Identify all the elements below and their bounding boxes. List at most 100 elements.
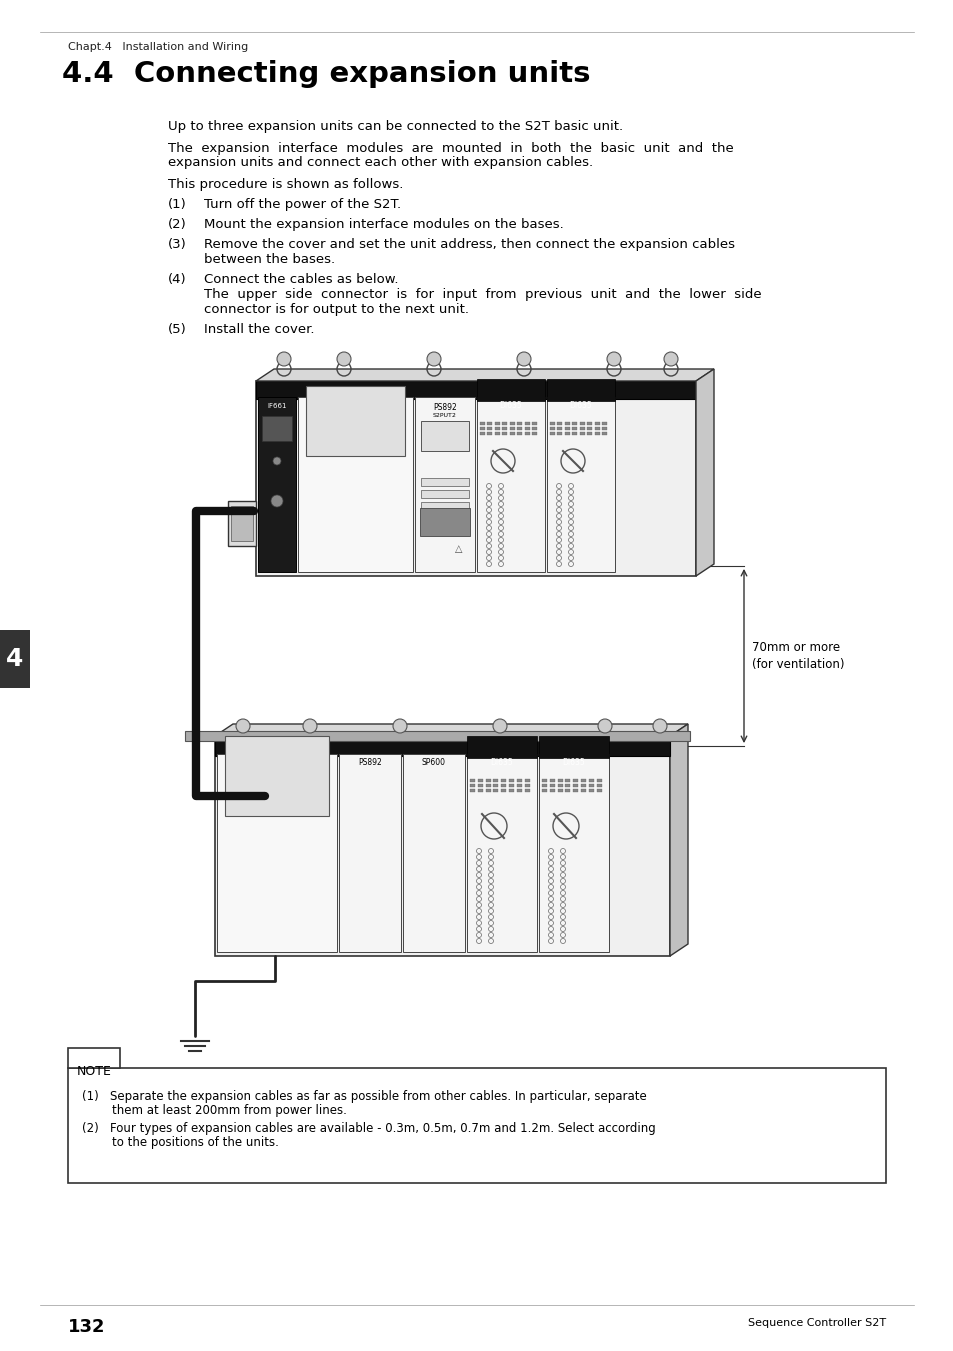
Polygon shape	[696, 369, 713, 576]
Bar	[470, 784, 475, 788]
Circle shape	[393, 719, 407, 734]
Bar	[510, 422, 515, 426]
Bar	[420, 503, 469, 509]
Bar	[231, 507, 253, 540]
Bar	[596, 784, 601, 788]
Circle shape	[427, 353, 440, 366]
Bar	[565, 789, 570, 792]
Bar	[587, 432, 592, 435]
Bar	[509, 780, 514, 782]
Circle shape	[276, 353, 291, 366]
Circle shape	[598, 719, 612, 734]
Text: (1)   Separate the expansion cables as far as possible from other cables. In par: (1) Separate the expansion cables as far…	[82, 1090, 646, 1102]
Text: The  expansion  interface  modules  are  mounted  in  both  the  basic  unit  an: The expansion interface modules are moun…	[168, 142, 733, 155]
Bar	[485, 780, 490, 782]
Bar	[487, 432, 492, 435]
Bar	[415, 397, 475, 571]
Circle shape	[273, 457, 281, 465]
Bar	[485, 789, 490, 792]
Bar	[338, 754, 400, 952]
Circle shape	[303, 719, 316, 734]
Text: Connect the cables as below.: Connect the cables as below.	[204, 273, 398, 286]
Bar	[580, 789, 585, 792]
Bar	[479, 427, 484, 430]
Bar	[306, 386, 405, 457]
Text: (5): (5)	[168, 323, 187, 336]
Bar	[68, 1048, 120, 1069]
Bar	[214, 736, 669, 957]
Bar	[493, 789, 497, 792]
Circle shape	[235, 719, 250, 734]
Text: Turn off the power of the S2T.: Turn off the power of the S2T.	[204, 199, 400, 211]
Circle shape	[449, 427, 456, 435]
Bar	[538, 736, 608, 758]
Bar	[550, 422, 555, 426]
Bar	[564, 432, 569, 435]
Bar	[557, 432, 562, 435]
Text: SP600: SP600	[421, 758, 446, 767]
Text: 70mm or more
(for ventilation): 70mm or more (for ventilation)	[751, 640, 843, 671]
Bar	[214, 736, 669, 757]
Bar	[564, 422, 569, 426]
Bar	[495, 427, 499, 430]
Bar	[550, 427, 555, 430]
Text: (1): (1)	[168, 199, 187, 211]
Bar	[517, 784, 521, 788]
Bar	[479, 432, 484, 435]
Bar	[524, 422, 530, 426]
Text: △: △	[455, 544, 462, 554]
Text: S2PUT2: S2PUT2	[433, 413, 456, 417]
Bar	[476, 397, 544, 571]
Text: DI635: DI635	[562, 758, 585, 767]
Text: Chapt.4   Installation and Wiring: Chapt.4 Installation and Wiring	[68, 42, 248, 51]
Bar	[517, 432, 522, 435]
Bar	[557, 789, 562, 792]
Bar	[602, 427, 607, 430]
Bar	[550, 432, 555, 435]
Bar	[297, 397, 413, 571]
Bar	[565, 780, 570, 782]
Bar	[532, 427, 537, 430]
Bar	[262, 416, 292, 440]
Bar	[565, 784, 570, 788]
Bar	[477, 780, 482, 782]
Bar	[579, 432, 584, 435]
Text: IF661: IF661	[267, 403, 287, 409]
Bar	[524, 784, 529, 788]
Circle shape	[517, 353, 531, 366]
Bar	[255, 381, 696, 399]
Text: This procedure is shown as follows.: This procedure is shown as follows.	[168, 178, 403, 190]
Text: DI635: DI635	[499, 401, 522, 409]
Bar	[541, 789, 546, 792]
Text: expansion units and connect each other with expansion cables.: expansion units and connect each other w…	[168, 155, 593, 169]
Bar	[524, 432, 530, 435]
Bar	[228, 501, 255, 546]
Bar	[572, 432, 577, 435]
Text: DI635: DI635	[569, 401, 592, 409]
Bar	[487, 427, 492, 430]
Bar	[587, 422, 592, 426]
Circle shape	[336, 353, 351, 366]
Bar	[502, 422, 507, 426]
Bar	[479, 422, 484, 426]
Bar	[420, 478, 469, 486]
Text: (2): (2)	[168, 218, 187, 231]
Bar	[470, 789, 475, 792]
Bar	[541, 784, 546, 788]
Text: Sequence Controller S2T: Sequence Controller S2T	[747, 1319, 885, 1328]
Text: Remove the cover and set the unit address, then connect the expansion cables: Remove the cover and set the unit addres…	[204, 238, 734, 251]
Circle shape	[652, 719, 666, 734]
Bar	[546, 380, 615, 401]
Text: DI635: DI635	[490, 758, 513, 767]
Text: PS892: PS892	[357, 758, 381, 767]
Bar	[572, 427, 577, 430]
Bar	[595, 427, 599, 430]
Bar	[524, 427, 530, 430]
Text: TOSHIBA: TOSHIBA	[260, 758, 294, 767]
Bar	[588, 784, 593, 788]
Bar	[588, 789, 593, 792]
Bar	[549, 789, 555, 792]
Bar	[420, 422, 469, 451]
Bar	[487, 422, 492, 426]
Text: Install the cover.: Install the cover.	[204, 323, 314, 336]
